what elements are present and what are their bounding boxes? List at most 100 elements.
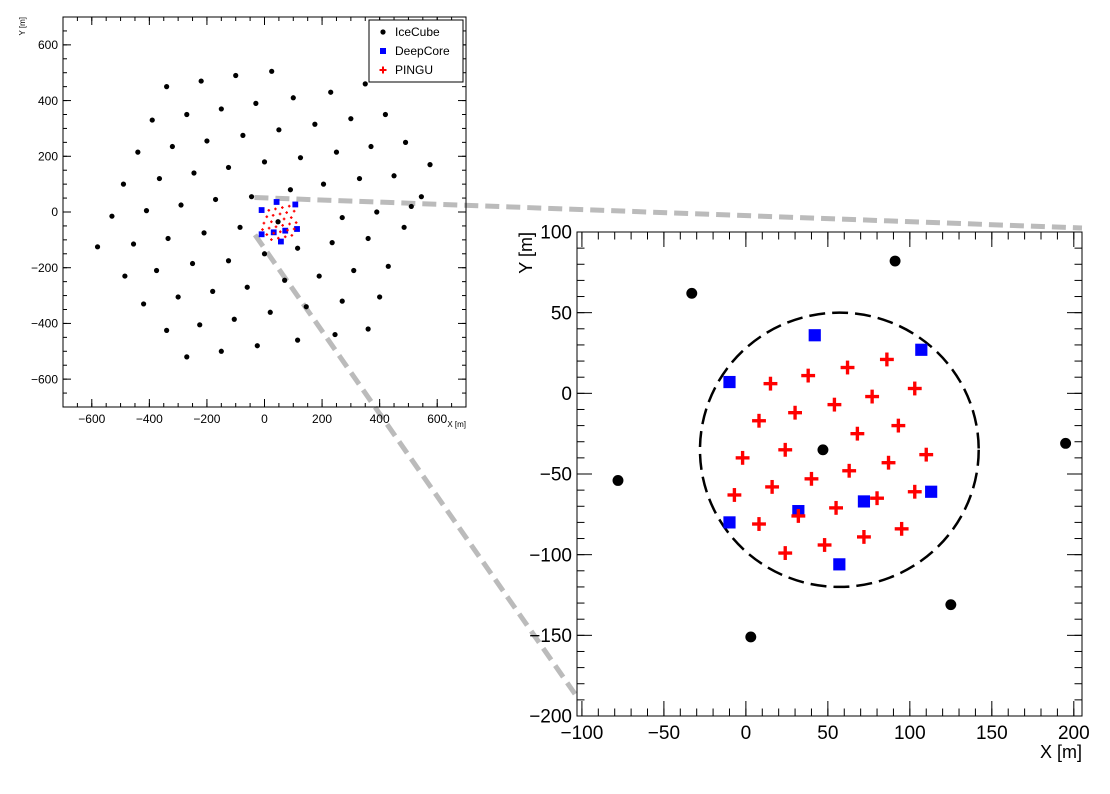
x-axis-title: X [m] — [447, 420, 466, 429]
pingu-string-point — [801, 368, 816, 383]
pingu-string-point — [281, 224, 284, 227]
icecube-string-point — [218, 106, 224, 112]
icecube-string-point — [365, 235, 371, 242]
icecube-string-point — [269, 68, 275, 74]
icecube-string-point — [348, 116, 354, 122]
y-tick-label: −400 — [31, 317, 58, 331]
pingu-string-point — [271, 213, 275, 217]
icecube-string-point — [368, 143, 374, 150]
icecube-string-point — [210, 288, 216, 294]
icecube-string-point — [218, 348, 224, 354]
y-tick-label: 600 — [38, 38, 58, 52]
x-tick-label: 0 — [261, 412, 268, 426]
icecube-string-point — [261, 251, 268, 257]
icecube-string-point — [135, 149, 141, 155]
icecube-string-point — [164, 84, 170, 90]
pingu-string-point — [267, 208, 271, 212]
pingu-string-point — [752, 517, 766, 531]
y-tick-label: −100 — [529, 545, 572, 566]
x-tick-label: −200 — [193, 412, 220, 426]
pingu-string-point — [272, 231, 276, 235]
icecube-string-point — [817, 444, 829, 456]
icecube-string-point — [745, 631, 757, 643]
pingu-string-point — [778, 546, 793, 560]
zoom-connector-lines — [252, 195, 1083, 696]
icecube-string-point — [225, 164, 232, 171]
axis-ticks: −100 −50 0 50 100 150 200 −200 −150 −100 −50 0 50 100 — [529, 223, 1089, 744]
icecube-string-point — [339, 214, 345, 221]
deepcore-string-point — [833, 558, 846, 571]
pingu-string-point — [829, 500, 843, 515]
x-tick-label: 50 — [817, 723, 838, 744]
deepcore-string-point — [294, 226, 300, 232]
icecube-string-point — [141, 301, 147, 307]
icecube-string-point — [122, 273, 128, 279]
pingu-string-point — [752, 413, 766, 428]
y-axis-title: Y [m] — [18, 17, 27, 36]
icecube-string-point — [231, 316, 237, 322]
series-deepcore — [723, 329, 938, 571]
deepcore-string-point — [808, 329, 821, 342]
pingu-string-point — [283, 235, 287, 239]
pingu-string-point — [879, 352, 894, 367]
series-pingu — [261, 204, 298, 241]
icecube-string-point — [356, 175, 363, 182]
icecube-string-point — [329, 240, 335, 246]
x-tick-label: −600 — [78, 412, 105, 426]
axis-ticks: −600 −400 −200 0 200 400 600 −600 −400 −200 0 200 40… — [31, 16, 467, 426]
x-tick-label: 150 — [976, 723, 1008, 744]
x-axis-title: X [m] — [1040, 742, 1082, 762]
icecube-string-point — [365, 326, 371, 332]
icecube-string-point — [402, 139, 409, 145]
pingu-string-point — [827, 397, 842, 412]
y-tick-label: −200 — [529, 707, 572, 728]
icecube-string-point — [184, 111, 190, 118]
icecube-string-point — [253, 100, 259, 106]
deepcore-string-point — [292, 201, 299, 208]
icecube-string-point — [267, 309, 273, 315]
series-pingu — [727, 352, 934, 560]
deepcore-string-point — [278, 238, 284, 245]
pingu-string-point — [280, 206, 284, 209]
series-icecube — [612, 255, 1072, 643]
pingu-string-point — [891, 418, 906, 433]
pingu-string-point — [278, 212, 282, 216]
legend-marker-icecube — [380, 29, 386, 35]
icecube-string-point — [175, 294, 181, 300]
icecube-string-point — [945, 599, 957, 611]
icecube-string-point — [94, 244, 101, 250]
icecube-string-point — [382, 111, 388, 118]
y-tick-label: 100 — [540, 223, 572, 244]
icecube-string-point — [156, 175, 163, 182]
icecube-string-point — [244, 284, 250, 290]
icecube-string-point — [237, 224, 243, 230]
pingu-string-point — [270, 238, 273, 241]
icecube-string-point — [276, 127, 282, 133]
icecube-string-point — [120, 181, 127, 187]
icecube-string-point — [374, 209, 380, 215]
icecube-string-point — [328, 89, 334, 95]
x-tick-label: −100 — [561, 723, 604, 744]
icecube-string-point — [295, 245, 301, 251]
pingu-string-point — [276, 236, 280, 240]
overview-plot: −600 −400 −200 0 200 400 600 −600 −400 −200 0 200 40… — [18, 16, 467, 429]
icecube-string-point — [320, 181, 327, 187]
icecube-string-point — [109, 213, 115, 219]
legend-label: PINGU — [395, 63, 433, 77]
icecube-string-point — [191, 170, 197, 176]
legend-label: IceCube — [395, 25, 440, 39]
x-tick-label: −400 — [136, 412, 163, 426]
pingu-string-point — [289, 216, 293, 219]
icecube-string-point — [686, 287, 698, 299]
icecube-string-point — [201, 230, 207, 236]
pingu-string-point — [791, 509, 806, 523]
icecube-string-point — [248, 194, 255, 200]
icecube-string-point — [418, 194, 424, 200]
icecube-string-point — [153, 267, 160, 274]
icecube-string-point — [178, 202, 184, 208]
icecube-string-point — [254, 343, 260, 349]
icecube-string-point — [233, 72, 239, 79]
icecube-string-point — [339, 298, 345, 304]
icecube-string-point — [130, 241, 137, 247]
